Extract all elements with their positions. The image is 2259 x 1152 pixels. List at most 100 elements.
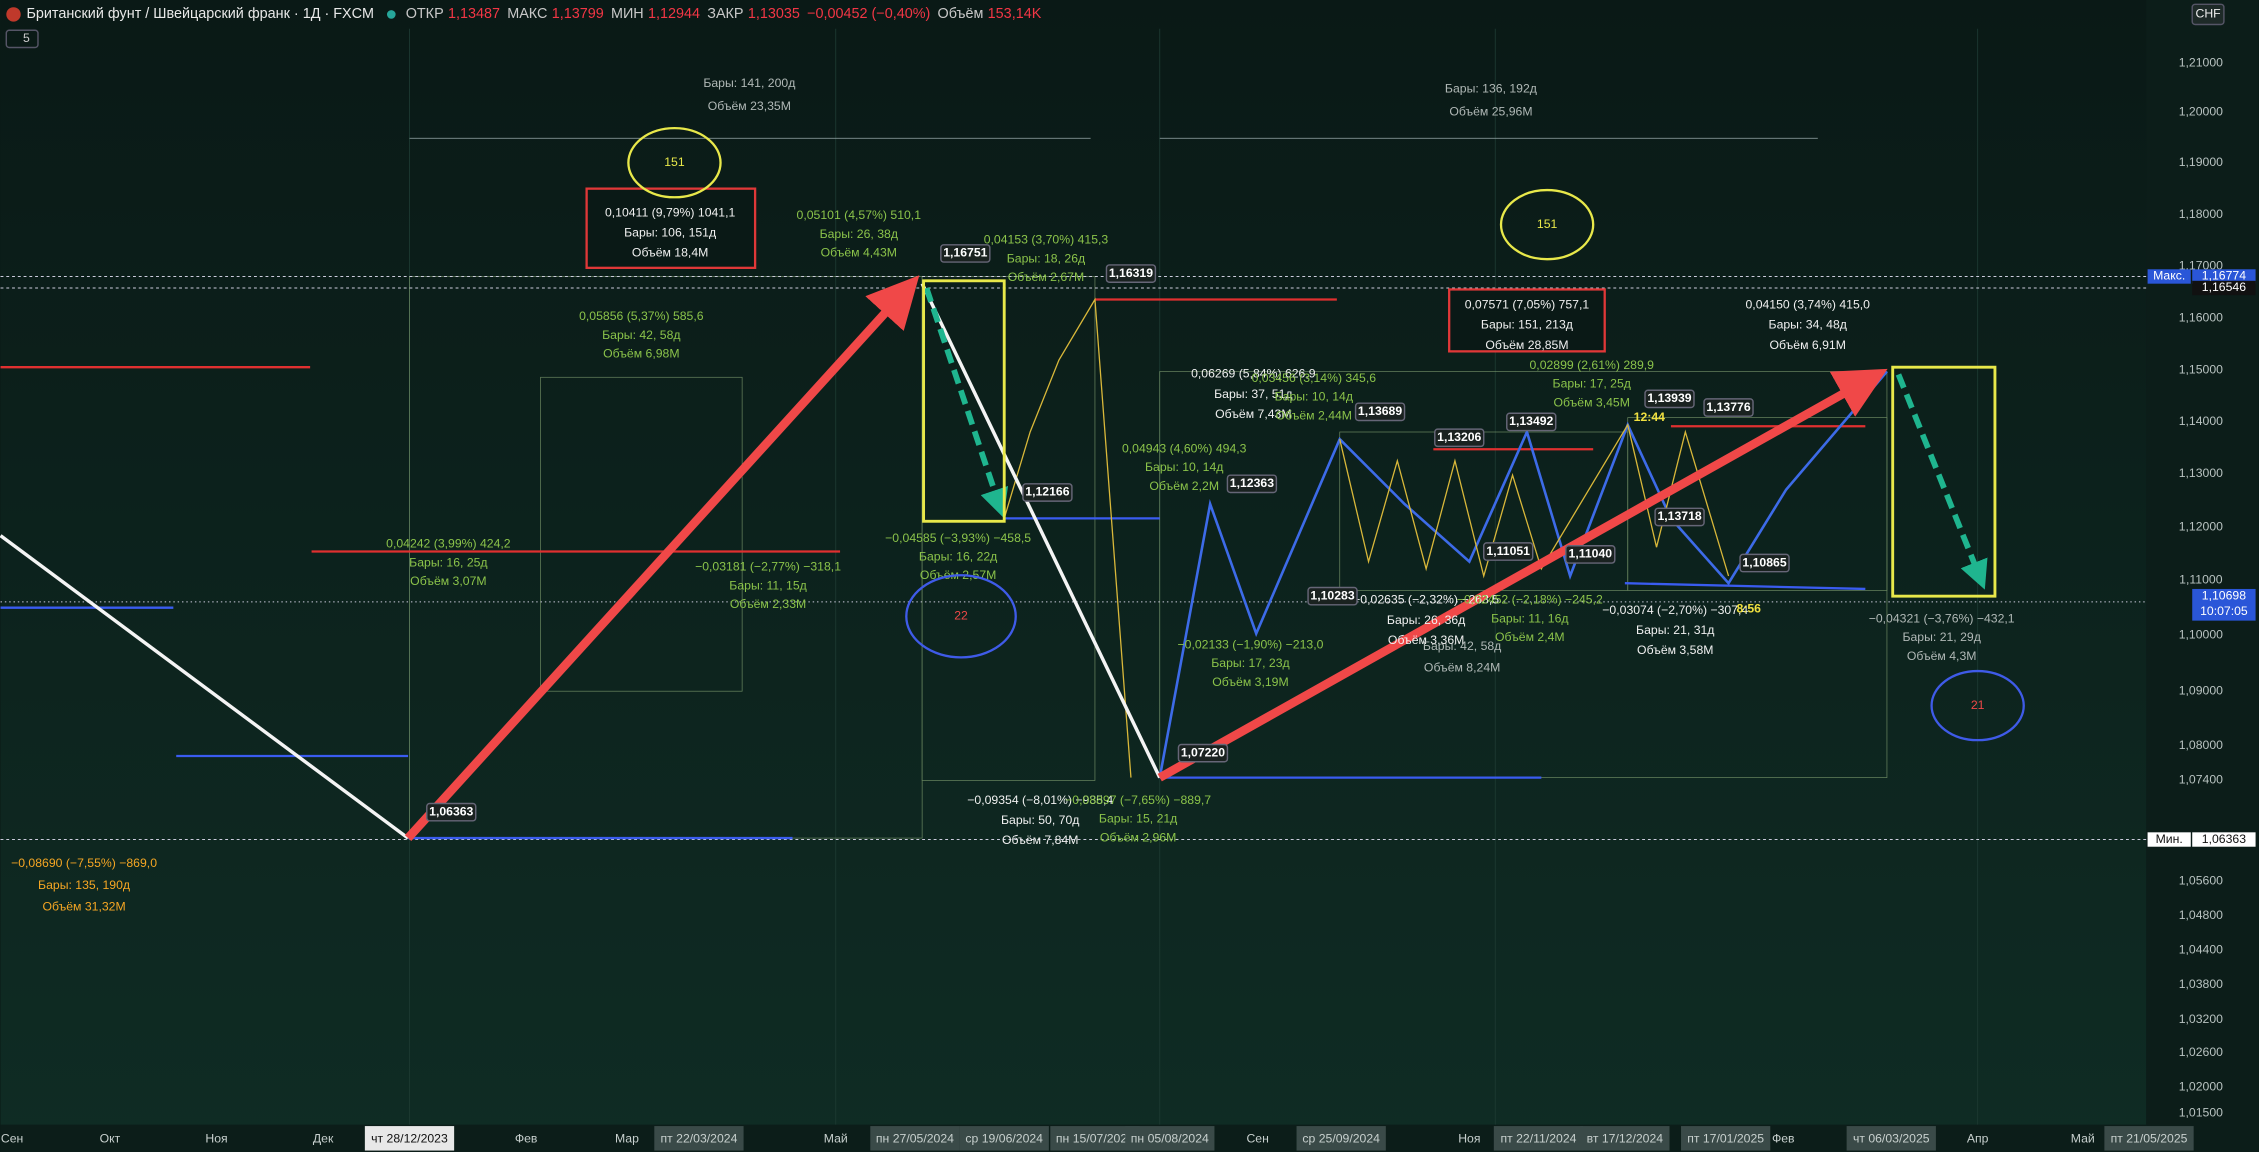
measure-text: Бары: 26, 36д (1387, 613, 1465, 627)
measure-text: Объём 18,4M (632, 246, 708, 260)
circle-text: 21 (1971, 698, 1985, 712)
time-highlight (364, 1126, 455, 1151)
price-label: 1,13492 (1509, 414, 1553, 428)
price-badge-value: 1,16774 (2202, 269, 2246, 283)
price-tick-label: 1,03800 (2179, 977, 2223, 991)
measure-text: 0,03456 (3,14%) 345,6 (1252, 371, 1377, 385)
price-tick-label: 1,07400 (2179, 773, 2223, 787)
measure-text: Бары: 21, 31д (1636, 623, 1714, 637)
price-label: 1,12166 (1025, 485, 1069, 499)
time-tick-label: вт 17/12/2024 (1587, 1131, 1664, 1145)
time-tick-label: Фев (1772, 1131, 1795, 1145)
measure-text: 0,07571 (7,05%) 757,1 (1465, 298, 1590, 312)
price-label-box (1105, 264, 1157, 283)
time-highlight (959, 1126, 1049, 1151)
price-badge (2192, 588, 2256, 621)
time-tick-label: Май (824, 1131, 848, 1145)
header-text: 153,14K (988, 6, 1042, 22)
measure-text: 0,04943 (4,60%) 494,3 (1122, 442, 1247, 456)
header-text: ОТКР (406, 6, 444, 22)
time-highlight (2104, 1126, 2194, 1151)
measure-text: −0,03181 (−2,77%) −318,1 (695, 560, 841, 574)
price-label-box (1644, 389, 1695, 409)
time-highlight (1050, 1126, 1140, 1151)
measure-text: −0,09354 (−8,01%) −935,4 (967, 793, 1113, 807)
header-text: 1,13035 (748, 6, 800, 22)
measure-text: Объём 6,98M (603, 346, 679, 360)
measure-text: Бары: 17, 23д (1211, 656, 1289, 670)
price-label: 1,13939 (1647, 391, 1691, 405)
price-tick-label: 1,20000 (2179, 105, 2223, 119)
price-label: 1,11051 (1486, 544, 1530, 558)
measure-text: Бары: 26, 38д (820, 227, 898, 241)
indicators-count: 5 (23, 31, 30, 45)
time-tick-label: Окт (100, 1131, 121, 1145)
measure-text: Объём 31,32M (42, 899, 125, 913)
circle-text: 151 (1537, 217, 1558, 231)
measure-text: Бары: 141, 200д (703, 76, 795, 90)
price-label: 1,07220 (1181, 745, 1225, 759)
price-tick-label: 1,05600 (2179, 874, 2223, 888)
price-tick-label: 1,03200 (2179, 1012, 2223, 1026)
time-tick-label: Ноя (205, 1131, 227, 1145)
measure-text: Объём 2,33M (730, 597, 806, 611)
indicators-box (5, 29, 39, 49)
circle-mark (1499, 188, 1595, 261)
measure-text: Объём 3,07M (410, 574, 486, 588)
price-tick-label: 1,08000 (2179, 738, 2223, 752)
price-label: 1,13206 (1437, 430, 1481, 444)
price-tick-label: 1,16000 (2179, 310, 2223, 324)
measure-text: Объём 6,91M (1770, 338, 1846, 352)
price-label-box (1354, 402, 1406, 422)
measure-text: Бары: 10, 14д (1145, 460, 1223, 474)
symbol-icon (6, 7, 21, 22)
measure-text: −0,02635 (−2,32%) −263,5 (1353, 593, 1499, 607)
measure-text: Объём 2,44M (1276, 408, 1352, 422)
price-label: 1,13718 (1657, 509, 1701, 523)
measure-text: 0,04153 (3,70%) 415,3 (984, 233, 1109, 247)
price-badge-time: 10:07:05 (2200, 604, 2248, 618)
status-dot (386, 10, 396, 19)
time-highlight (870, 1126, 960, 1151)
price-tick-label: 1,01500 (2179, 1105, 2223, 1119)
time-tick-label: Фев (515, 1131, 538, 1145)
measure-text: Объём 7,84M (1002, 833, 1078, 847)
price-tick-label: 1,18000 (2179, 207, 2223, 221)
price-label-box (1177, 743, 1229, 763)
price-tick-label: 1,04400 (2179, 943, 2223, 957)
header-text: Британский фунт / Швейцарский франк · 1Д… (26, 6, 374, 22)
price-label-box (1307, 586, 1358, 606)
measure-text: Бары: 16, 22д (919, 550, 997, 564)
circle-mark (627, 127, 722, 199)
price-label: 1,06363 (429, 804, 473, 818)
measure-text: Бары: 11, 16д (1491, 611, 1568, 625)
measure-text: −0,04321 (−3,76%) −432,1 (1869, 611, 2015, 625)
price-badge-value: 1,10698 (2202, 588, 2246, 602)
circle-text: 151 (664, 155, 685, 169)
measure-text: Бары: 135, 190д (38, 878, 130, 892)
measure-text: Бары: 106, 151д (624, 226, 716, 240)
measure-text: Объём 8,24M (1424, 660, 1500, 674)
measure-text: Бары: 16, 25д (409, 555, 487, 569)
measure-text: −0,02133 (−1,90%) −213,0 (1177, 637, 1323, 651)
price-label-box (1506, 412, 1557, 432)
measure-text: Объём 3,58M (1637, 643, 1713, 657)
price-badge-label: Макс. (2153, 269, 2185, 283)
price-tick-label: 1,10000 (2179, 627, 2223, 641)
time-tick-label: пт 21/05/2025 (2111, 1131, 2188, 1145)
time-tick-label: Мар (615, 1131, 639, 1145)
measure-text: Объём 2,96M (1100, 830, 1176, 844)
price-badge (2192, 832, 2256, 847)
header-text: Объём (938, 6, 984, 22)
cycle-mark: 8:56 (1736, 601, 1761, 615)
measure-text: Бары: 42, 58д (1423, 639, 1501, 653)
price-label-box (1654, 507, 1705, 527)
measure-text: Бары: 15, 21д (1099, 812, 1177, 826)
price-tick-label: 1,17000 (2179, 259, 2223, 273)
price-label: 1,11040 (1569, 547, 1613, 561)
price-label-box (1226, 474, 1278, 494)
price-label-box (1434, 428, 1485, 448)
